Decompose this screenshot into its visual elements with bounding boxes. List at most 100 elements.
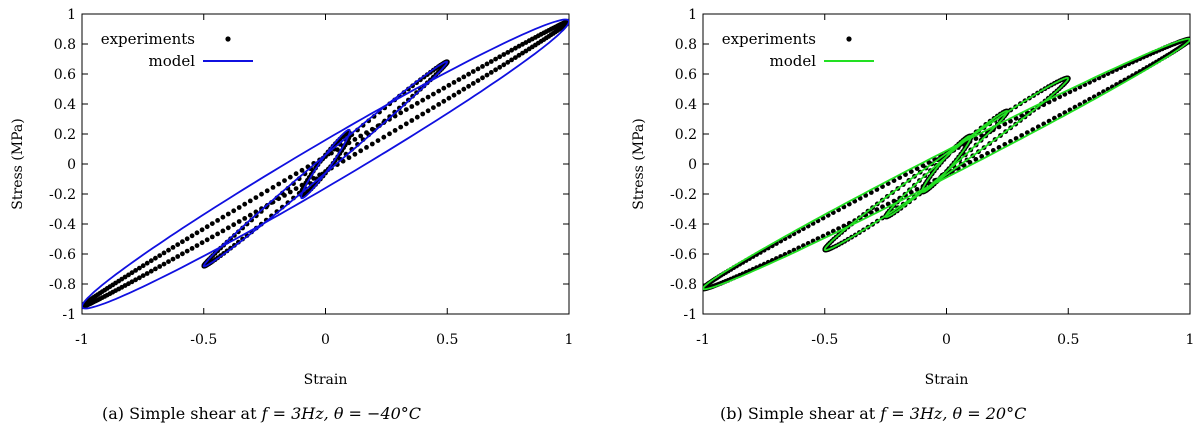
experiment-point: [264, 188, 270, 194]
experiment-point: [161, 261, 167, 267]
model-curve: [823, 77, 1070, 252]
experiment-point: [148, 258, 154, 264]
x-tick-label: 0.5: [1057, 332, 1079, 348]
x-tick-label: 0: [321, 332, 330, 348]
experiment-point: [157, 253, 163, 258]
y-tick-label: -0.4: [670, 217, 697, 233]
experiment-point: [973, 157, 979, 162]
experiment-point: [897, 175, 903, 181]
experiment-point: [446, 82, 452, 88]
y-tick-label: 0.4: [54, 97, 76, 113]
experiment-point: [137, 275, 142, 281]
experiment-point: [979, 133, 985, 139]
experiment-point: [299, 167, 305, 173]
experiment-point: [885, 181, 891, 187]
experiment-point: [387, 131, 392, 137]
experiment-point: [398, 124, 404, 130]
experiment-point: [1013, 115, 1019, 121]
legend: experiments model: [722, 30, 874, 70]
experiment-point: [497, 54, 503, 60]
experiment-point: [409, 118, 415, 123]
legend-model-label: model: [769, 52, 816, 70]
experiment-point: [480, 75, 485, 81]
experiment-point: [287, 189, 293, 195]
experiment-point: [157, 264, 163, 269]
y-tick-label: -0.2: [49, 187, 76, 203]
y-tick-label: 0: [67, 157, 76, 173]
experiment-point: [880, 184, 885, 190]
experiment-point: [209, 234, 215, 240]
experiment-point: [166, 259, 171, 264]
experiment-point: [270, 185, 276, 190]
experiment-point: [475, 66, 481, 72]
experiment-point: [1008, 118, 1013, 124]
model-curve: [300, 128, 351, 200]
y-tick-label: 1: [688, 7, 697, 23]
experiment-point: [247, 212, 253, 218]
y-tick-label: 0.2: [675, 127, 697, 143]
experiment-point: [184, 248, 190, 254]
experiment-point: [480, 64, 485, 69]
experiment-point: [144, 260, 150, 266]
experiment-point: [914, 166, 920, 172]
experiment-point: [189, 246, 195, 251]
model-curve: [202, 60, 449, 268]
experiment-point: [140, 273, 146, 278]
experiment-point: [425, 94, 431, 100]
experiment-point: [175, 254, 181, 259]
experiment-point: [161, 250, 167, 256]
model-curve: [703, 37, 1190, 291]
experiment-point: [446, 95, 452, 101]
experiment-point: [488, 70, 494, 75]
experiment-point: [908, 169, 914, 175]
experiment-point: [199, 227, 205, 233]
experiment-point: [484, 72, 490, 78]
x-tick-label: -1: [696, 332, 710, 348]
experiment-point: [293, 171, 299, 177]
experiment-point: [236, 219, 242, 224]
experiment-point: [236, 205, 242, 210]
y-tick-label: 0.4: [675, 97, 697, 113]
experiment-point: [441, 85, 447, 91]
experiment-point: [985, 151, 990, 156]
experiment-point: [466, 83, 471, 89]
experiment-point: [451, 92, 457, 98]
legend-experiments-label: experiments: [722, 30, 816, 48]
experiment-point: [436, 88, 442, 94]
experiment-point: [133, 277, 139, 283]
y-axis-label: Stress (MPa): [631, 118, 647, 209]
y-tick-label: 0.8: [675, 37, 697, 53]
experiment-point: [475, 78, 481, 83]
experiment-point: [1002, 121, 1008, 127]
experiment-point: [420, 97, 426, 103]
experiment-point: [144, 271, 150, 276]
experiment-point: [175, 242, 181, 248]
y-tick-label: -0.6: [49, 247, 76, 263]
x-tick-label: 0: [942, 332, 951, 348]
experiment-point: [996, 145, 1002, 150]
y-tick-label: 0.6: [54, 67, 76, 83]
experiment-point: [215, 231, 221, 237]
experiment-point: [352, 151, 358, 157]
experiment-point: [409, 104, 415, 109]
experiment-point: [166, 247, 171, 253]
experiment-point: [153, 266, 158, 272]
experiment-point: [204, 224, 210, 230]
y-axis-label: Stress (MPa): [10, 118, 26, 209]
model-curve: [884, 110, 1009, 218]
experiment-point: [466, 71, 471, 77]
experiment-point: [513, 55, 518, 60]
experiment-point: [242, 216, 248, 221]
experiment-point: [358, 133, 364, 139]
experiment-point: [364, 145, 369, 150]
experiment-point: [253, 195, 259, 201]
x-axis-label: Strain: [925, 372, 969, 388]
experiment-point: [488, 59, 494, 64]
chart-a: -1 -0.8 -0.6 -0.4 -0.2 0 0.2 0.4 0.6 0.8 1 -1 -0.5 0 0…: [10, 7, 573, 388]
experiment-point: [170, 256, 176, 262]
experiment-point: [493, 56, 498, 62]
experiment-point: [126, 281, 131, 287]
experiment-point: [276, 181, 282, 187]
x-tick-label: 1: [1186, 332, 1195, 348]
y-tick-label: -0.2: [670, 187, 697, 203]
